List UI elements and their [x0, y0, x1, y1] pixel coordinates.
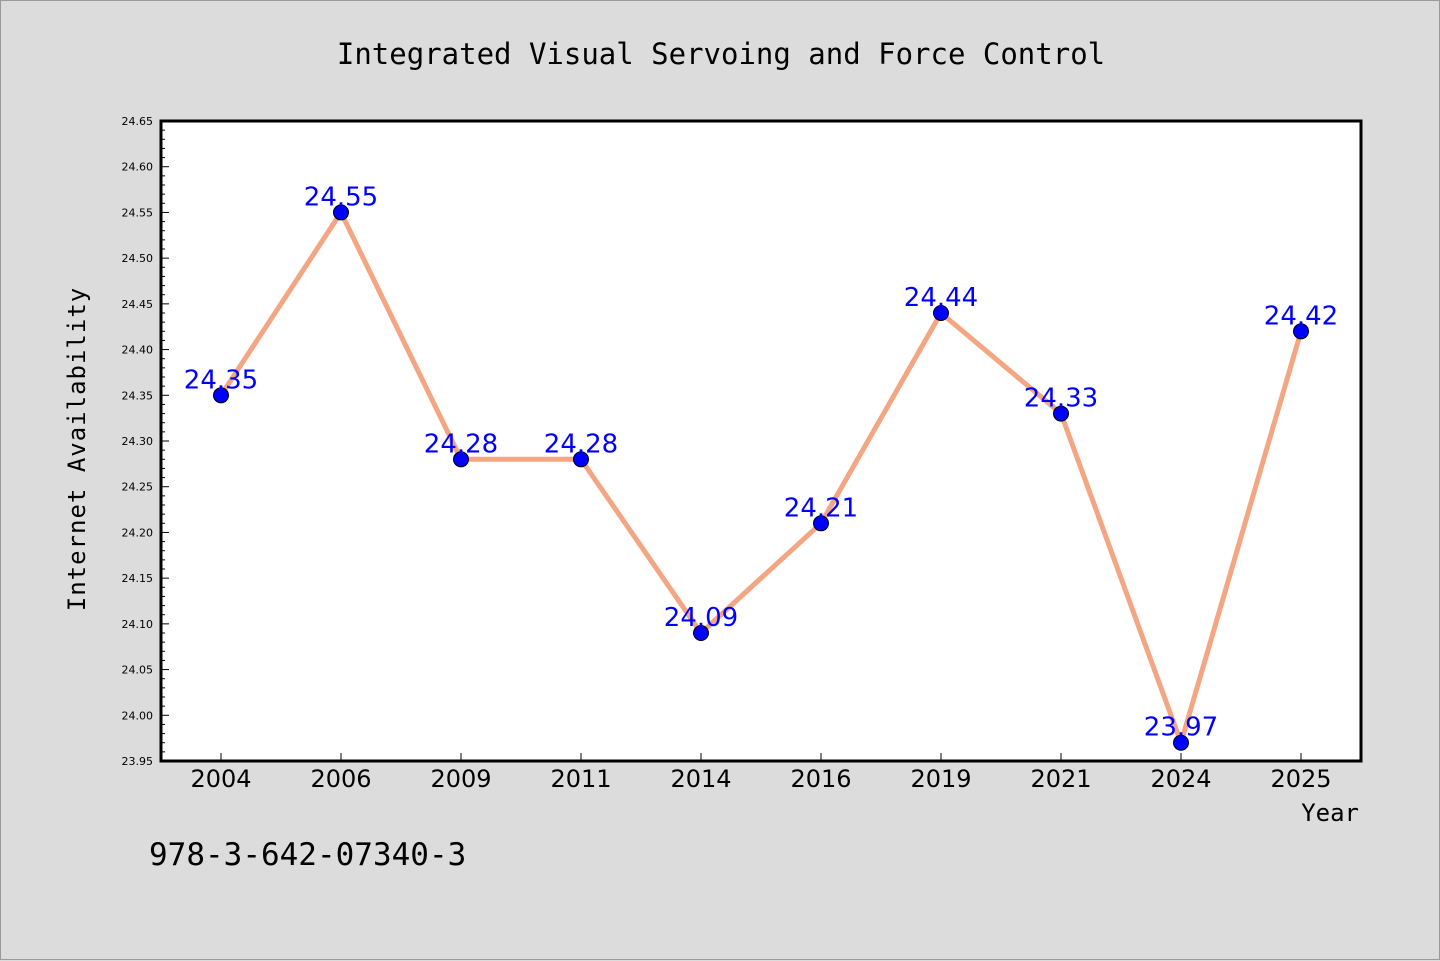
- x-tick-label: 2025: [1270, 765, 1331, 793]
- y-tick-label: 24.35: [122, 389, 154, 402]
- x-tick-label: 2006: [310, 765, 371, 793]
- y-tick-label: 24.25: [122, 481, 154, 494]
- data-label: 24.44: [904, 283, 978, 313]
- x-tick-label: 2014: [670, 765, 731, 793]
- data-point: [573, 451, 589, 468]
- y-tick-label: 24.65: [122, 115, 154, 128]
- y-tick-label: 24.00: [122, 709, 154, 722]
- data-point: [453, 451, 469, 468]
- data-label: 24.28: [424, 429, 498, 459]
- x-axis: 2004 2006 2009 2011 2014 2016 2019 2021 2024 2025: [190, 753, 1332, 793]
- y-tick-label: 24.40: [122, 344, 154, 357]
- data-label: 24.21: [784, 493, 858, 523]
- y-tick-label: 24.30: [122, 435, 154, 448]
- isbn-footer: 978-3-642-07340-3: [149, 837, 466, 873]
- y-axis-label: Internet Availability: [63, 287, 91, 611]
- data-labels: 24.35 24.55 24.28 24.28 24.09 24.21 24.44 24.33…: [184, 182, 1338, 742]
- data-label: 24.28: [544, 429, 618, 459]
- y-tick-label: 24.05: [122, 664, 154, 677]
- x-tick-label: 2016: [790, 765, 851, 793]
- data-label: 24.42: [1264, 301, 1338, 331]
- data-point: [213, 387, 229, 404]
- data-point: [813, 515, 829, 532]
- y-tick-label: 24.55: [122, 206, 154, 219]
- y-tick-label: 24.45: [122, 298, 154, 311]
- data-point: [693, 625, 709, 641]
- data-point: [933, 305, 949, 321]
- y-tick-label: 24.50: [122, 252, 154, 265]
- x-tick-label: 2019: [910, 765, 971, 793]
- data-markers: [213, 204, 1309, 751]
- x-tick-label: 2004: [190, 765, 251, 793]
- y-tick-label: 23.95: [122, 755, 154, 768]
- data-label: 24.09: [664, 603, 738, 633]
- data-label: 24.35: [184, 365, 258, 395]
- x-tick-label: 2009: [430, 765, 491, 793]
- data-label: 24.55: [304, 182, 378, 212]
- y-axis: 23.95 24.00 24.05 24.10 24.15 24.20 24.25 24.30…: [122, 115, 169, 768]
- x-tick-label: 2021: [1030, 765, 1091, 793]
- series-line: [218, 209, 1304, 746]
- x-tick-label: 2011: [550, 765, 611, 793]
- chart-title: Integrated Visual Servoing and Force Con…: [337, 37, 1105, 71]
- y-tick-label: 24.20: [122, 526, 154, 539]
- data-point: [1173, 734, 1189, 751]
- x-axis-label: Year: [1301, 799, 1359, 827]
- plot-area: [159, 119, 1363, 763]
- data-label: 23.97: [1144, 713, 1218, 743]
- data-point: [333, 204, 349, 221]
- y-tick-label: 24.10: [122, 618, 154, 631]
- data-label: 24.33: [1024, 384, 1098, 414]
- data-point: [1053, 405, 1069, 422]
- y-tick-label: 24.60: [122, 161, 154, 174]
- x-tick-label: 2024: [1150, 765, 1211, 793]
- data-point: [1293, 323, 1309, 340]
- y-tick-label: 24.15: [122, 572, 154, 585]
